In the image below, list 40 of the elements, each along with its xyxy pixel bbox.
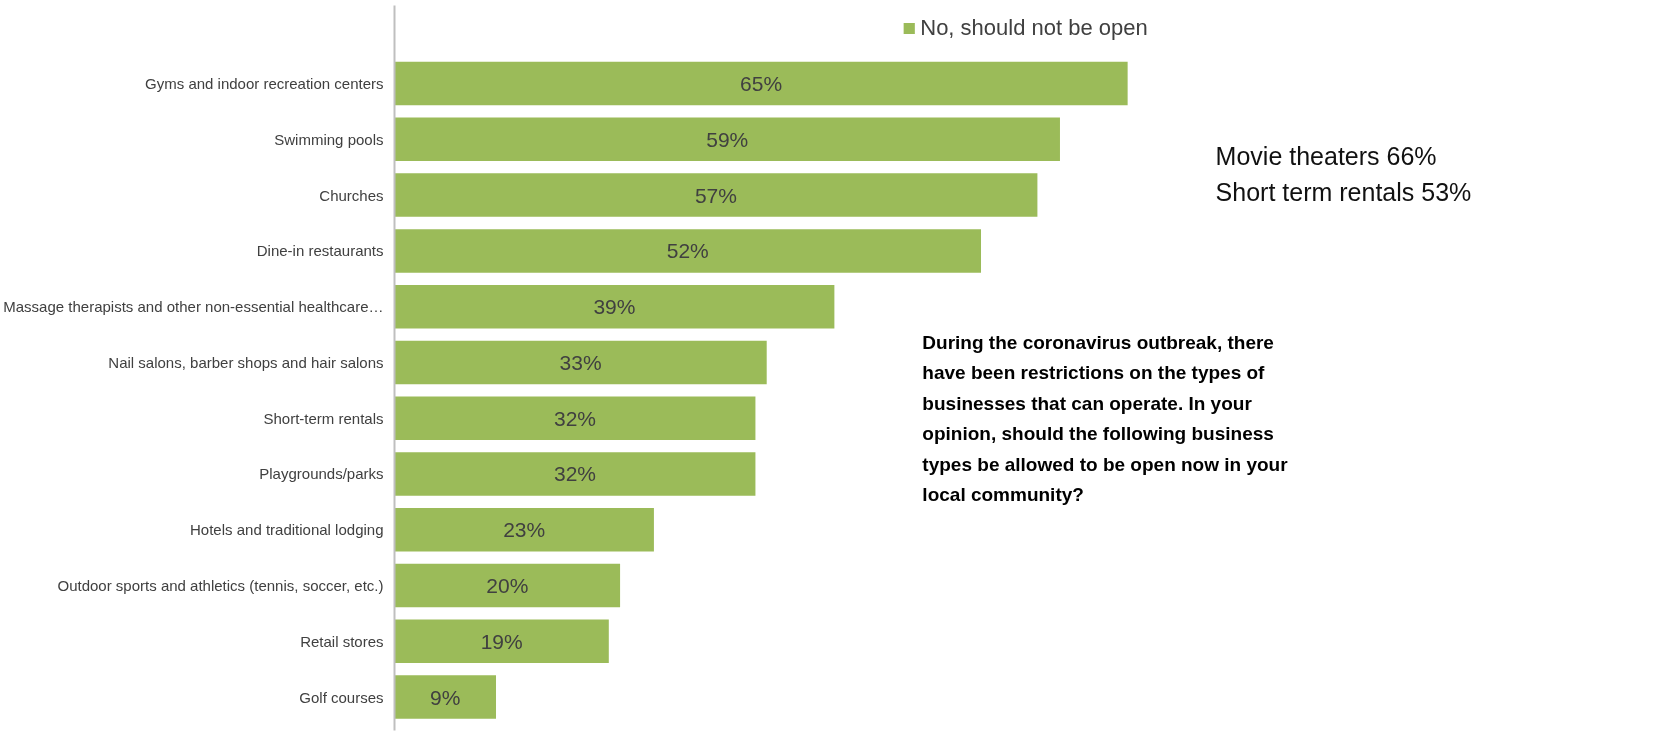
text: Short term rentals 53% [1215, 178, 1472, 207]
y-tick-label: Nail salons, barber shops and hair salons [108, 353, 384, 371]
data-label: 20% [486, 574, 529, 597]
data-label: 39% [593, 295, 636, 319]
data-label: 32% [553, 462, 596, 486]
y-tick-label: Retail stores [300, 632, 384, 650]
data-label: 65% [740, 72, 783, 96]
y-tick-label: Swimming pools [274, 130, 384, 148]
bar [394, 452, 756, 496]
bar [394, 563, 621, 608]
y-tick-label: Golf courses [299, 688, 384, 706]
data-label: 32% [553, 406, 596, 430]
data-label: 19% [480, 629, 523, 653]
bar [394, 396, 756, 440]
y-tick-label: Hotels and traditional lodging [190, 521, 384, 539]
bar [394, 284, 835, 329]
annotation: During the coronavirus outbreak, there have been restrictions on the types of businesses that can operate. In your opinion, should the following business types be allowed to be open now in your local community? [922, 331, 1289, 505]
y-tick-label: Massage therapists and other non-essential healthcare… [3, 298, 384, 316]
bar [394, 173, 1038, 217]
bar [394, 340, 767, 385]
text: Movie theaters 66% [1215, 142, 1437, 171]
data-label: 9% [430, 685, 461, 709]
y-tick-label: Playgrounds/parks [259, 465, 384, 483]
y-tick-label: Dine-in restaurants [256, 242, 384, 260]
data-label: 59% [706, 127, 749, 151]
bar [394, 229, 982, 273]
bar [394, 61, 1128, 106]
legend-label: No, should not be open [920, 15, 1148, 41]
bar [394, 619, 609, 664]
bar [394, 117, 1060, 162]
data-label: 23% [503, 518, 546, 542]
y-tick-label: Short-term rentals [263, 409, 384, 427]
y-tick-label: Gyms and indoor recreation centers [145, 75, 384, 93]
data-label: 33% [559, 350, 602, 374]
y-tick-label: Churches [319, 186, 384, 204]
data-label: 52% [666, 239, 709, 263]
bar [394, 507, 654, 552]
bar [394, 675, 497, 719]
data-label: 57% [694, 183, 737, 207]
y-tick-label: Outdoor sports and athletics (tennis, soccer, etc.) [57, 577, 384, 594]
